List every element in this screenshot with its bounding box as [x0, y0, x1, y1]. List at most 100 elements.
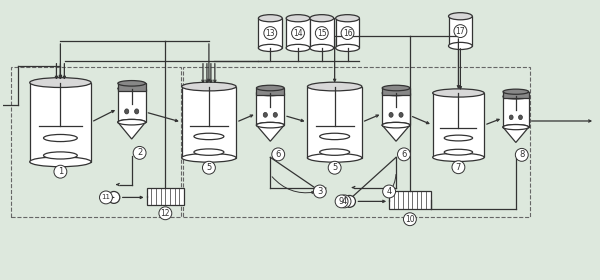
- Ellipse shape: [449, 13, 472, 20]
- Bar: [433, 93, 484, 157]
- Circle shape: [316, 27, 328, 39]
- Bar: [259, 18, 282, 48]
- Circle shape: [335, 195, 348, 208]
- Circle shape: [344, 195, 355, 207]
- Bar: [30, 83, 91, 162]
- Text: 16: 16: [343, 29, 352, 38]
- Bar: [183, 67, 530, 217]
- Bar: [503, 92, 529, 99]
- Text: 2: 2: [137, 148, 142, 157]
- Circle shape: [100, 191, 112, 204]
- Ellipse shape: [310, 15, 334, 22]
- Circle shape: [292, 27, 304, 39]
- Circle shape: [398, 148, 410, 161]
- Text: 6: 6: [401, 150, 407, 159]
- Text: 14: 14: [293, 29, 303, 38]
- Ellipse shape: [118, 86, 146, 91]
- Ellipse shape: [310, 44, 334, 52]
- Ellipse shape: [118, 119, 146, 125]
- Ellipse shape: [503, 94, 529, 99]
- Ellipse shape: [44, 134, 77, 142]
- Ellipse shape: [182, 153, 236, 162]
- Ellipse shape: [44, 152, 77, 159]
- Ellipse shape: [256, 85, 284, 91]
- Bar: [310, 18, 334, 48]
- Polygon shape: [256, 125, 284, 141]
- Ellipse shape: [433, 153, 484, 162]
- Circle shape: [515, 148, 528, 161]
- Text: 3: 3: [317, 187, 322, 196]
- Circle shape: [133, 146, 146, 159]
- Bar: [256, 88, 284, 95]
- Bar: [307, 87, 362, 158]
- Circle shape: [338, 195, 351, 208]
- Ellipse shape: [503, 125, 529, 130]
- Ellipse shape: [194, 149, 224, 155]
- Ellipse shape: [433, 89, 484, 97]
- Ellipse shape: [335, 15, 359, 22]
- Ellipse shape: [518, 115, 523, 120]
- Ellipse shape: [30, 78, 91, 87]
- Circle shape: [264, 27, 277, 39]
- Bar: [503, 96, 529, 127]
- Circle shape: [452, 161, 465, 174]
- Ellipse shape: [259, 15, 282, 22]
- Ellipse shape: [509, 115, 513, 120]
- Circle shape: [313, 185, 326, 198]
- Bar: [11, 67, 181, 217]
- Bar: [382, 93, 410, 125]
- Ellipse shape: [194, 133, 224, 140]
- Bar: [256, 93, 284, 125]
- Ellipse shape: [307, 153, 362, 162]
- Ellipse shape: [125, 109, 129, 114]
- Ellipse shape: [382, 122, 410, 128]
- Ellipse shape: [503, 89, 529, 94]
- Text: 5: 5: [332, 163, 337, 172]
- Text: 11: 11: [101, 194, 110, 200]
- Text: 8: 8: [519, 150, 524, 159]
- Text: 4: 4: [342, 197, 347, 206]
- Ellipse shape: [444, 135, 473, 141]
- Ellipse shape: [382, 90, 410, 96]
- Ellipse shape: [389, 113, 393, 117]
- Circle shape: [328, 161, 341, 174]
- Text: 6: 6: [275, 150, 281, 159]
- Bar: [118, 83, 146, 91]
- Circle shape: [108, 192, 120, 203]
- Text: 4: 4: [386, 187, 392, 196]
- Ellipse shape: [256, 90, 284, 96]
- Text: 17: 17: [455, 27, 465, 36]
- Text: 13: 13: [265, 29, 275, 38]
- Bar: [182, 87, 236, 158]
- Ellipse shape: [503, 125, 529, 130]
- Bar: [382, 88, 410, 95]
- Ellipse shape: [182, 82, 236, 91]
- Ellipse shape: [263, 113, 268, 117]
- Circle shape: [383, 185, 395, 198]
- Ellipse shape: [307, 82, 362, 91]
- Polygon shape: [503, 127, 529, 143]
- Text: 7: 7: [456, 163, 461, 172]
- Ellipse shape: [256, 122, 284, 128]
- Polygon shape: [382, 125, 410, 141]
- Ellipse shape: [399, 113, 403, 117]
- Circle shape: [202, 161, 215, 174]
- Ellipse shape: [256, 122, 284, 128]
- Circle shape: [54, 165, 67, 178]
- Ellipse shape: [382, 85, 410, 91]
- Text: 5: 5: [206, 163, 212, 172]
- Polygon shape: [118, 122, 146, 139]
- Bar: [146, 188, 184, 205]
- Circle shape: [272, 148, 284, 161]
- Text: 15: 15: [317, 29, 326, 38]
- Ellipse shape: [273, 113, 277, 117]
- Ellipse shape: [286, 44, 310, 52]
- Circle shape: [454, 25, 467, 38]
- Ellipse shape: [320, 133, 350, 140]
- Ellipse shape: [382, 122, 410, 128]
- Bar: [335, 18, 359, 48]
- Ellipse shape: [118, 81, 146, 86]
- Ellipse shape: [286, 15, 310, 22]
- Ellipse shape: [320, 149, 350, 155]
- Ellipse shape: [444, 149, 473, 155]
